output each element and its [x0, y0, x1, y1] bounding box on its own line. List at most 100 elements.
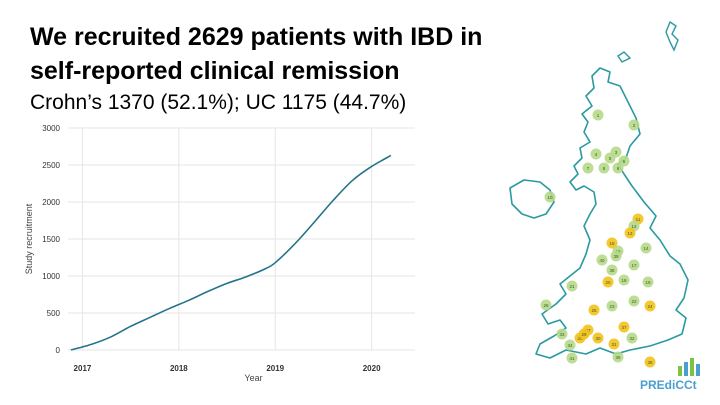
site-marker: [612, 351, 624, 363]
site-marker: [602, 276, 614, 288]
site-marker-label: 9: [617, 166, 620, 171]
site-marker-label: 6: [623, 159, 626, 164]
site-marker: [628, 295, 640, 307]
site-marker: [626, 332, 638, 344]
y-tick-label: 2000: [42, 198, 60, 207]
x-tick-label: 2019: [266, 364, 284, 373]
site-marker-label: 22: [631, 299, 637, 304]
site-marker-label: 38: [609, 268, 615, 273]
x-tick-label: 2017: [74, 364, 92, 373]
site-marker: [610, 250, 622, 262]
site-marker: [566, 352, 578, 364]
site-marker: [544, 191, 556, 203]
site-marker-label: 4: [595, 152, 598, 157]
site-marker-label: 2: [633, 123, 636, 128]
site-marker: [644, 356, 656, 368]
site-marker: [624, 227, 636, 239]
site-markers: 1234567891011121314151617181920212223242…: [540, 109, 656, 368]
site-marker-label: 32: [629, 336, 635, 341]
site-marker: [606, 300, 618, 312]
site-marker: [596, 254, 608, 266]
site-marker-label: 8: [603, 166, 606, 171]
x-tick-label: 2018: [170, 364, 188, 373]
site-marker: [628, 119, 640, 131]
title-line-2: self-reported clinical remission: [30, 57, 400, 85]
site-marker-label: 33: [559, 332, 565, 337]
site-marker: [592, 109, 604, 121]
y-tick-label: 1500: [42, 235, 60, 244]
slide-title: We recruited 2629 patients with IBD in s…: [30, 20, 482, 88]
site-marker: [606, 264, 618, 276]
site-marker: [540, 299, 552, 311]
site-marker: [604, 152, 616, 164]
site-marker-label: 18: [621, 278, 627, 283]
site-marker: [566, 280, 578, 292]
site-marker: [618, 274, 630, 286]
site-marker-label: 26: [543, 303, 549, 308]
site-marker-label: 17: [631, 263, 637, 268]
site-marker-label: 27: [585, 328, 591, 333]
site-marker-label: 3: [615, 150, 618, 155]
site-marker-label: 11: [636, 217, 641, 222]
x-tick-label: 2020: [363, 364, 381, 373]
site-marker: [556, 328, 568, 340]
site-marker-label: 35: [647, 360, 653, 365]
site-marker-label: 34: [567, 343, 573, 348]
site-marker-label: 25: [591, 308, 597, 313]
site-marker: [590, 148, 602, 160]
site-marker-label: 39: [613, 254, 619, 259]
site-marker: [588, 304, 600, 316]
site-marker-label: 40: [599, 258, 605, 263]
site-marker: [628, 259, 640, 271]
y-tick-label: 500: [47, 309, 61, 318]
site-marker-label: 30: [595, 336, 601, 341]
orkney-islands: [617, 51, 632, 63]
chart-grid: [68, 127, 415, 351]
site-marker-label: 23: [609, 304, 615, 309]
site-marker-label: 19: [645, 280, 651, 285]
shetland-islands: [665, 20, 679, 52]
x-axis-ticks: 2017 2018 2019 2020: [74, 364, 382, 373]
title-line-1: We recruited 2629 patients with IBD in: [30, 23, 483, 51]
site-marker-label: 28: [577, 336, 583, 341]
y-tick-label: 2500: [42, 161, 60, 170]
site-marker: [608, 338, 620, 350]
site-marker-label: 24: [647, 304, 653, 309]
y-tick-label: 3000: [42, 124, 60, 133]
y-axis-ticks: 0 500 1000 1500 2000 2500 3000: [42, 124, 60, 355]
x-axis-label: Year: [244, 373, 262, 383]
site-marker: [578, 328, 590, 340]
site-marker-label: 29: [581, 332, 587, 337]
great-britain-outline: [535, 67, 689, 359]
site-marker: [618, 321, 630, 333]
site-marker: [640, 242, 652, 254]
site-marker-label: 13: [627, 231, 633, 236]
site-marker-label: 7: [587, 166, 590, 171]
site-marker: [612, 162, 624, 174]
site-marker: [582, 162, 594, 174]
site-marker-label: 37: [621, 325, 627, 330]
site-marker-label: 14: [643, 246, 649, 251]
site-marker-label: 15: [609, 241, 615, 246]
uk-sites-map: 1234567891011121314151617181920212223242…: [509, 20, 689, 368]
site-marker-label: 21: [569, 284, 575, 289]
prediccct-logo-icon: [678, 358, 700, 376]
slide-subtitle: Crohn’s 1370 (52.1%); UC 1175 (44.7%): [30, 91, 407, 114]
site-marker-label: 12: [631, 224, 637, 229]
site-marker-label: 20: [605, 280, 611, 285]
northern-ireland-outline: [509, 179, 555, 219]
site-marker: [592, 332, 604, 344]
site-marker-label: 36: [615, 355, 621, 360]
site-marker: [598, 162, 610, 174]
site-marker: [642, 276, 654, 288]
prediccct-logo-text: PREdiCCt: [640, 378, 697, 392]
site-marker-label: 10: [547, 195, 553, 200]
recruitment-series-line: [70, 154, 392, 351]
recruitment-line-chart: 0 500 1000 1500 2000 2500 3000 2017 2018 2019 202…: [24, 124, 415, 383]
y-tick-label: 0: [56, 346, 61, 355]
site-marker: [606, 237, 618, 249]
y-tick-label: 1000: [42, 272, 60, 281]
site-marker-label: 41: [569, 356, 575, 361]
y-axis-label: Study recruitment: [24, 203, 34, 274]
site-marker-label: 31: [611, 342, 617, 347]
